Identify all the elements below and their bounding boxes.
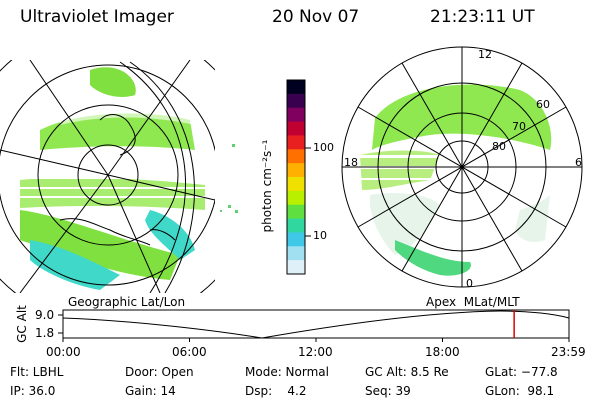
- timeline-ylabel: GC Alt: [15, 305, 29, 343]
- colorbar-stripe: [287, 80, 305, 95]
- colorbar-stripe: [287, 177, 305, 192]
- timeline-ytick-top: 9.0: [35, 308, 55, 322]
- mlat-label-70: 70: [512, 120, 526, 133]
- status-filter: Flt: LBHL: [10, 365, 64, 379]
- left-map-caption: Geographic Lat/Lon: [68, 295, 186, 309]
- right-map-caption: Apex MLat/MLT: [426, 295, 520, 309]
- timeline-xtick-0600: 06:00: [172, 345, 207, 359]
- geographic-map: [0, 60, 215, 293]
- timeline-xtick-2359: 23:59: [551, 345, 586, 359]
- colorbar-stripe: [287, 260, 305, 275]
- mlat-label-60: 60: [536, 98, 550, 111]
- colorbar-stripe: [287, 135, 305, 150]
- instrument-title: Ultraviolet Imager: [20, 7, 174, 27]
- status-glat: GLat: −77.8: [485, 365, 558, 379]
- status-dsp: Dsp: 4.2: [245, 384, 307, 398]
- mlt-label-0: 0: [466, 277, 473, 290]
- observation-date: 20 Nov 07: [272, 7, 360, 27]
- timeline-ytick-bottom: 1.8: [35, 326, 55, 340]
- colorbar-tick-10: 10: [313, 229, 327, 242]
- colorbar-stripe: [287, 163, 305, 178]
- colorbar-stripe: [287, 149, 305, 164]
- timeline-xtick-1800: 18:00: [425, 345, 460, 359]
- status-door: Door: Open: [125, 365, 194, 379]
- colorbar-stripe: [287, 107, 305, 123]
- altitude-curve: [62, 310, 570, 339]
- mlt-label-18: 18: [344, 156, 358, 169]
- status-glon: GLon: 98.1: [485, 384, 555, 398]
- status-seq: Seq: 39: [365, 384, 411, 398]
- mlat-mlt-map: [341, 46, 583, 288]
- colorbar-stripe: [287, 218, 305, 233]
- mlt-label-12: 12: [478, 48, 492, 61]
- left-map-noise: [220, 144, 238, 213]
- colorbar-unit-label: photon cm⁻²s⁻¹: [260, 139, 274, 233]
- colorbar-stripe: [287, 121, 305, 136]
- timeline-xtick-0000: 00:00: [46, 345, 81, 359]
- colorbar: [286, 79, 311, 275]
- timeline-xtick-1200: 12:00: [298, 345, 333, 359]
- mlt-label-6: 6: [575, 156, 582, 169]
- colorbar-stripe: [287, 190, 305, 206]
- observation-time: 21:23:11 UT: [430, 7, 535, 27]
- colorbar-stripe: [287, 232, 305, 247]
- coastline: [59, 114, 176, 246]
- colorbar-stripe: [287, 204, 305, 220]
- colorbar-stripe: [287, 93, 305, 109]
- status-ip: IP: 36.0: [10, 384, 56, 398]
- mlat-label-80: 80: [492, 140, 506, 153]
- colorbar-tick-100: 100: [313, 141, 334, 154]
- colorbar-stripe: [287, 246, 305, 261]
- status-gc-alt: GC Alt: 8.5 Re: [365, 365, 449, 379]
- status-gain: Gain: 14: [125, 384, 176, 398]
- altitude-timeline: [58, 309, 570, 342]
- status-mode: Mode: Normal: [245, 365, 329, 379]
